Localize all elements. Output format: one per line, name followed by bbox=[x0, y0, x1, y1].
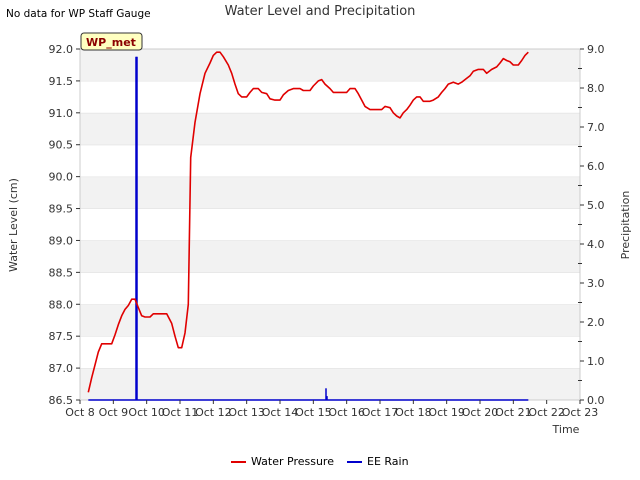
x-tick-label: Oct 12 bbox=[195, 406, 232, 419]
grid-band bbox=[80, 208, 580, 241]
grid-bands bbox=[80, 48, 580, 400]
y-tick-label: 89.5 bbox=[49, 203, 74, 216]
x-tick-label: Oct 16 bbox=[328, 406, 365, 419]
x-tick-label: Oct 23 bbox=[562, 406, 599, 419]
grid-band bbox=[80, 304, 580, 337]
y-tick-label: 91.0 bbox=[49, 107, 74, 120]
y2-tick-label: 6.0 bbox=[587, 160, 605, 173]
grid-band bbox=[80, 272, 580, 305]
y-tick-label: 88.0 bbox=[49, 298, 74, 311]
y-tick-label: 91.5 bbox=[49, 75, 74, 88]
x-tick-label: Oct 13 bbox=[228, 406, 265, 419]
y-tick-label: 90.5 bbox=[49, 139, 74, 152]
x-tick-label: Oct 22 bbox=[528, 406, 565, 419]
left-axis: 86.5 87.0 87.5 88.0 88.5 89.0 89.5 90.0 90.5 91.0… bbox=[49, 43, 80, 407]
water-pressure-line bbox=[87, 51, 529, 393]
x-tick-label: Oct 11 bbox=[162, 406, 199, 419]
grid-band bbox=[80, 112, 580, 145]
grid-band bbox=[80, 144, 580, 177]
no-data-note: No data for WP Staff Gauge bbox=[6, 8, 151, 20]
y2-tick-label: 2.0 bbox=[587, 316, 605, 329]
x-tick-label: Oct 19 bbox=[428, 406, 465, 419]
y2-tick-label: 8.0 bbox=[587, 82, 605, 95]
y2-tick-label: 5.0 bbox=[587, 199, 605, 212]
grid-band bbox=[80, 49, 580, 81]
grid-band bbox=[80, 176, 580, 209]
x-tick-label: Oct 8 bbox=[65, 406, 95, 419]
y2-tick-label: 7.0 bbox=[587, 121, 605, 134]
x-tick-label: Oct 21 bbox=[495, 406, 532, 419]
y-tick-label: 87.0 bbox=[49, 362, 74, 375]
x-tick-label: Oct 9 bbox=[99, 406, 129, 419]
legend: Water Pressure EE Rain bbox=[231, 455, 409, 468]
grid-band bbox=[80, 240, 580, 273]
grid-band bbox=[80, 336, 580, 369]
y2-tick-label: 0.0 bbox=[587, 394, 605, 407]
y-tick-label: 89.0 bbox=[49, 234, 74, 247]
x-axis-label: Time bbox=[552, 423, 580, 436]
y-tick-label: 92.0 bbox=[49, 43, 74, 56]
y2-tick-label: 3.0 bbox=[587, 277, 605, 290]
y2-tick-label: 4.0 bbox=[587, 238, 605, 251]
station-badge: WP_met bbox=[80, 32, 143, 51]
x-tick-label: Oct 17 bbox=[362, 406, 399, 419]
series-layer bbox=[87, 51, 529, 401]
y-tick-label: 88.5 bbox=[49, 266, 74, 279]
y2-tick-label: 1.0 bbox=[587, 355, 605, 368]
grid-band bbox=[80, 368, 580, 400]
x-tick-label: Oct 18 bbox=[395, 406, 432, 419]
x-tick-label: Oct 20 bbox=[462, 406, 499, 419]
x-tick-label: Oct 15 bbox=[295, 406, 332, 419]
y-tick-label: 87.5 bbox=[49, 330, 74, 343]
legend-water-label: Water Pressure bbox=[251, 455, 334, 468]
x-tick-label: Oct 14 bbox=[262, 406, 299, 419]
chart-title: Water Level and Precipitation bbox=[225, 4, 416, 19]
y-axis-label: Water Level (cm) bbox=[7, 178, 20, 272]
badge-label: WP_met bbox=[86, 36, 136, 49]
legend-rain-label: EE Rain bbox=[367, 455, 409, 468]
y2-axis-label: Precipitation bbox=[619, 191, 632, 260]
badge-box bbox=[80, 32, 143, 51]
y2-tick-label: 9.0 bbox=[587, 43, 605, 56]
right-axis: 0.0 1.0 2.0 3.0 4.0 5.0 6.0 7.0 8.0 9.0 bbox=[578, 43, 605, 407]
y-tick-label: 90.0 bbox=[49, 171, 74, 184]
x-tick-label: Oct 10 bbox=[128, 406, 165, 419]
y-tick-label: 86.5 bbox=[49, 394, 74, 407]
grid-band bbox=[80, 80, 580, 113]
